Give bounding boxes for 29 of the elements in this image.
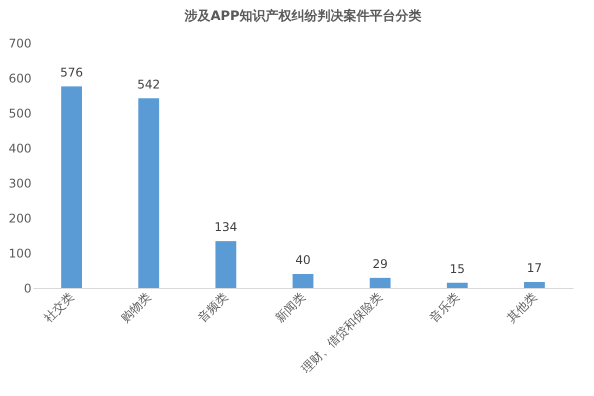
data-label: 29	[372, 256, 388, 271]
x-tick-label: 新闻类	[272, 290, 308, 325]
y-tick-label: 200	[8, 212, 32, 226]
y-tick-label: 600	[8, 72, 32, 86]
bar	[61, 86, 82, 288]
data-label: 40	[295, 253, 311, 267]
x-tick-label: 购物类	[118, 290, 154, 325]
data-label: 542	[137, 77, 160, 92]
bar	[524, 282, 545, 288]
y-tick-label: 100	[8, 246, 32, 260]
bar	[138, 98, 160, 288]
bar	[370, 278, 391, 288]
y-tick-label: 300	[8, 176, 32, 190]
x-tick-label: 音频类	[195, 290, 231, 325]
y-tick-label: 0	[24, 282, 32, 296]
x-tick-label: 其他类	[504, 290, 540, 325]
bar	[446, 282, 468, 288]
data-label: 15	[450, 262, 465, 276]
x-tick-label: 音乐类	[426, 290, 462, 325]
chart-title: 涉及APP知识产权纠纷判决案件平台分类	[183, 8, 422, 24]
bar	[215, 241, 236, 288]
bar	[292, 274, 314, 288]
y-tick-label: 400	[8, 142, 32, 156]
x-tick-label: 社交类	[41, 290, 77, 325]
data-label: 576	[60, 65, 84, 80]
y-tick-label: 500	[8, 106, 32, 120]
data-label: 134	[214, 220, 238, 234]
data-label: 17	[526, 261, 542, 276]
y-tick-label: 700	[8, 36, 32, 50]
